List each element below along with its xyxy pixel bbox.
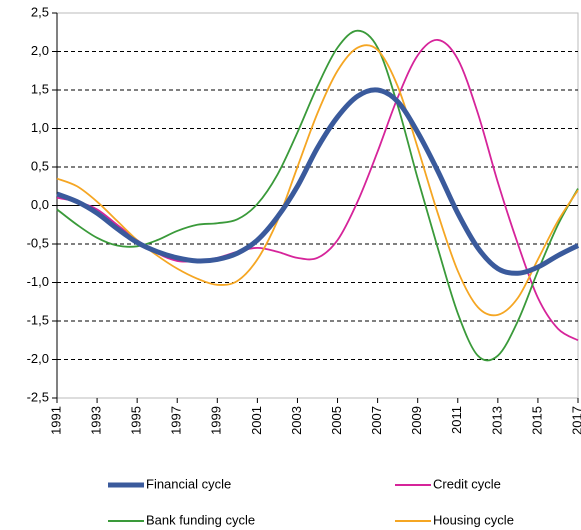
y-tick-label: 0,5 [31,158,49,173]
y-tick-label: -1,5 [27,312,49,327]
y-tick-label: 2,0 [31,43,49,58]
y-tick-label: 1,5 [31,81,49,96]
x-tick-label: 2013 [489,406,504,435]
series-line [56,29,579,362]
x-tick-label: 1993 [89,406,104,435]
x-tick-label: 2003 [289,406,304,435]
y-tick-label: -1,0 [27,274,49,289]
y-tick-label: 2,5 [31,4,49,19]
x-tick-label: 2017 [569,406,581,435]
y-tick-label: -0,5 [27,235,49,250]
y-tick-label: -2,0 [27,351,49,366]
x-tick-label: 2001 [249,406,264,435]
y-tick-label: 1,0 [31,120,49,135]
series-line [56,87,580,276]
y-tick-label: -2,5 [27,389,49,404]
x-tick-label: 1999 [209,406,224,435]
x-tick-label: 2015 [529,406,544,435]
legend-label: Financial cycle [146,476,231,491]
x-tick-label: 2009 [409,406,424,435]
legend-label: Bank funding cycle [146,512,255,527]
x-tick-label: 2007 [369,406,384,435]
x-tick-label: 2005 [329,406,344,435]
x-tick-label: 1991 [48,406,63,435]
x-tick-label: 2011 [449,406,464,434]
y-tick-label: 0,0 [31,197,49,212]
x-tick-label: 1997 [169,406,184,435]
x-tick-label: 1995 [129,406,144,435]
legend-label: Housing cycle [433,512,514,527]
legend-label: Credit cycle [433,476,501,491]
